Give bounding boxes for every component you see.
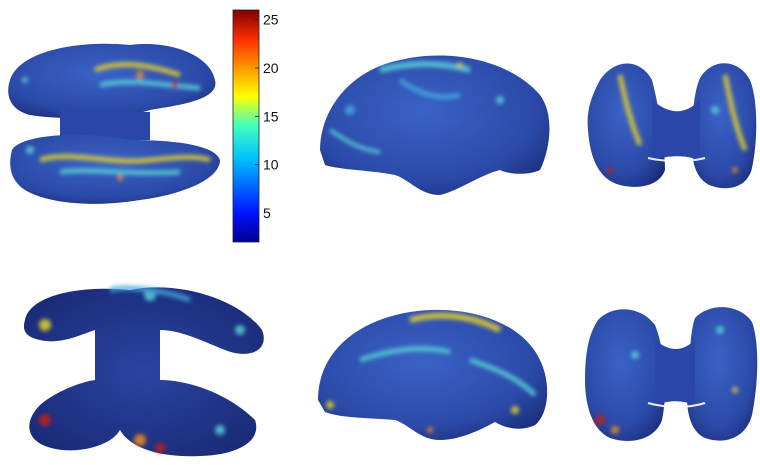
colorbar-tick-label: 10 xyxy=(263,157,279,173)
brain-top-view xyxy=(8,43,220,204)
colorbar-gradient xyxy=(232,9,260,243)
colorbar-tick-label: 15 xyxy=(263,108,279,124)
colorbar-tick-label: 25 xyxy=(263,12,279,28)
colorbar-tick-label: 5 xyxy=(263,205,271,221)
colorbar-ticks: 5 10 15 20 25 xyxy=(255,12,279,221)
colorbar-tick-label: 20 xyxy=(263,60,279,76)
brain-front-view-bottom xyxy=(585,307,758,441)
colorbar: 5 10 15 20 25 xyxy=(232,9,279,243)
brain-front-view-top xyxy=(587,63,757,189)
brain-lateral-view-top xyxy=(320,55,550,195)
brain-bottom-view xyxy=(23,285,264,457)
brain-lateral-view-bottom xyxy=(318,309,548,440)
